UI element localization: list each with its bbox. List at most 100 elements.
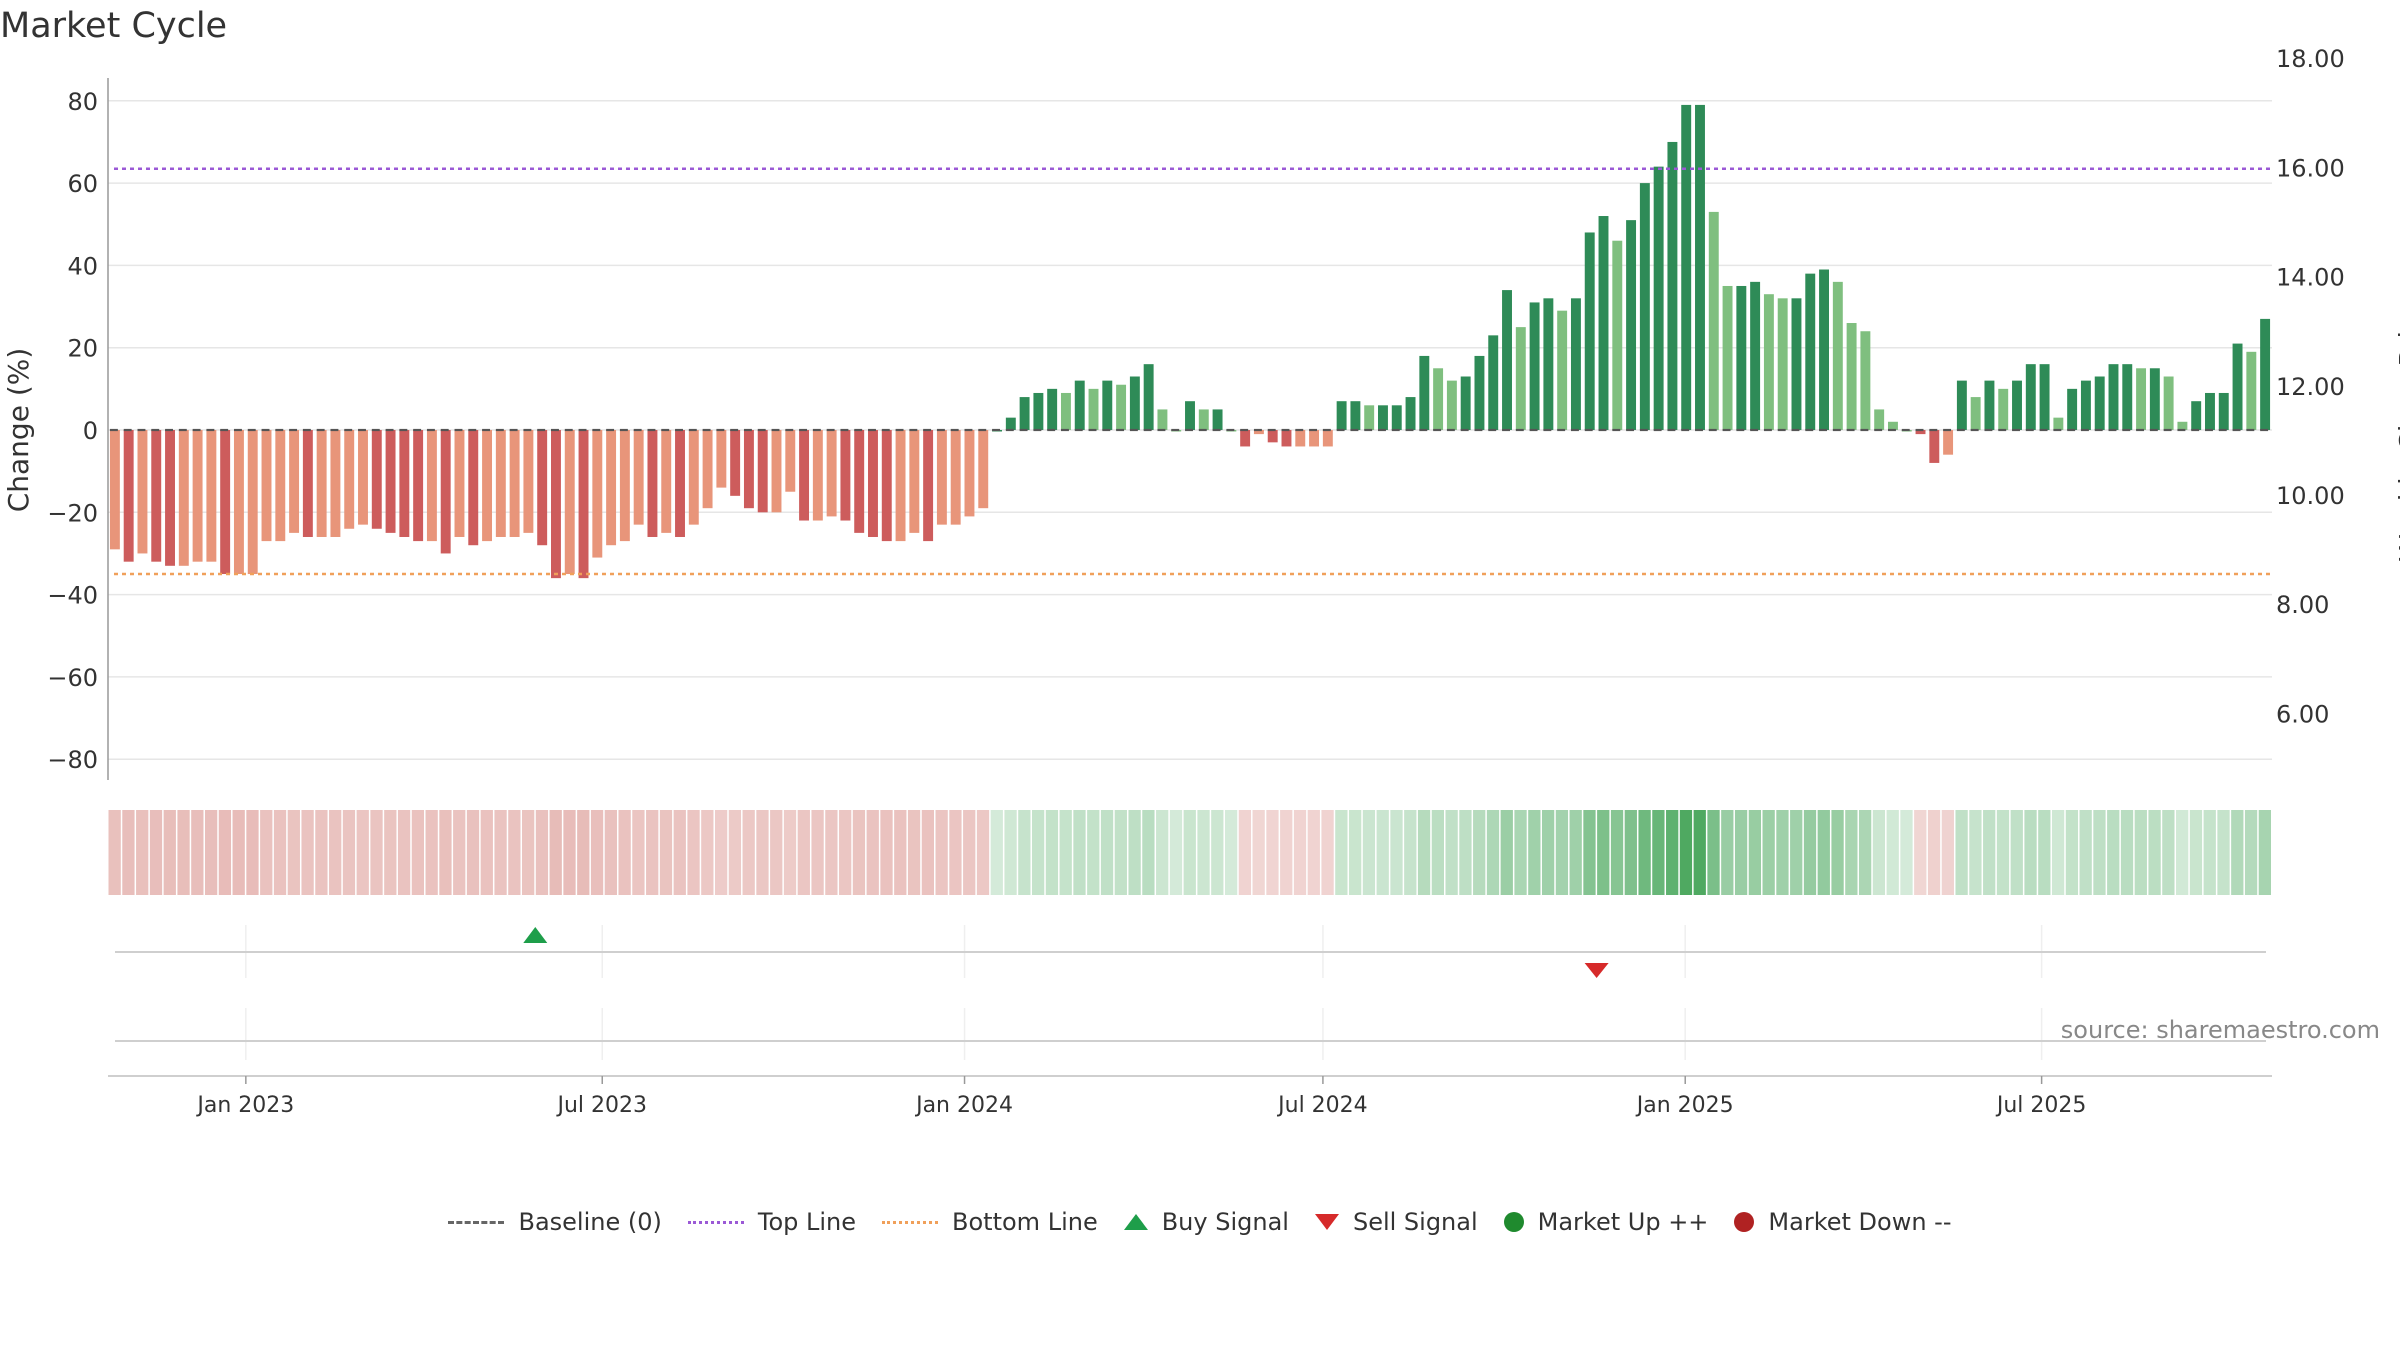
y-tick-label: 20 [67,335,98,363]
heat-cell [342,810,356,895]
heat-cell [439,810,452,895]
bar [1102,380,1113,430]
bar [2053,417,2064,430]
y-axis-label: Change (%) [2,348,35,513]
heat-cell [1831,810,1844,895]
bar [1240,430,1251,447]
heat-cell [1156,810,1169,895]
heat-cell [770,810,783,895]
bar [1819,269,1830,430]
bar [2122,364,2133,430]
bar [1281,430,1292,447]
bar [1116,384,1127,430]
heat-cell [1583,810,1596,895]
heat-cell [1459,810,1472,895]
bar [1419,355,1430,430]
heat-cell [494,810,507,895]
bar [1653,166,1664,430]
bar [688,430,699,525]
bar [1763,294,1774,430]
bar [454,430,465,537]
bar [1598,216,1609,430]
heat-cell [370,810,383,895]
x-tick-label: Jul 2025 [1995,1093,2087,1118]
y2-tick-label: 12.00 [2276,373,2345,401]
bar [1502,290,1512,430]
x-tick-label: Jan 2023 [195,1093,294,1118]
bar [509,430,520,537]
heat-cell [1555,810,1569,895]
y-tick-label: −80 [47,746,98,774]
heat-cell [852,810,866,895]
bar [1612,240,1623,430]
bar [2177,421,2188,430]
bar [1378,405,1388,430]
bar [1887,421,1898,430]
sell-signal-marker [1584,963,1609,978]
heat-cell [466,810,480,895]
bar [578,430,589,579]
heat-cell [1445,810,1458,895]
heat-cell [149,810,163,895]
bar [523,430,534,533]
bar [785,430,796,492]
heat-cell [2217,810,2230,895]
bar [1391,405,1402,430]
heat-cell [1941,810,1954,895]
bar [206,430,217,562]
heat-cell [921,810,935,895]
triangle-down-icon [1314,1214,1339,1230]
bar [1309,430,1320,447]
bar [358,430,368,525]
heat-cell [1059,810,1072,895]
source-label: source: sharemaestro.com [2060,1016,2380,1044]
bar [730,430,741,496]
bar [178,430,189,566]
heat-cell [1224,810,1238,895]
bar [1860,331,1871,430]
heat-cell [1886,810,1899,895]
bar [2246,351,2257,430]
heat-cell [273,810,287,895]
bar [1557,310,1568,430]
heat-cell [384,810,397,895]
bar [1033,392,1044,430]
heat-cell [1927,810,1941,895]
bar [1529,302,1540,430]
bar [1019,397,1030,430]
heat-cell [1404,810,1417,895]
heat-cell [701,810,714,895]
bar [1736,285,1747,430]
heat-cell [1528,810,1541,895]
bar [1791,298,1802,430]
heat-cell [1872,810,1886,895]
bar [2191,401,2202,430]
x-tick-label: Jan 2025 [1635,1093,1734,1118]
heat-cell [1417,810,1431,895]
heat-cell [1803,810,1817,895]
bar [647,430,658,537]
bar [1543,298,1554,430]
bar [1584,232,1595,430]
bar [702,430,713,509]
bar [1322,430,1333,447]
legend-down-label: Market Down -- [1768,1208,1952,1236]
heat-cell [425,810,438,895]
green-dot-icon [1503,1212,1524,1232]
heat-cell [260,810,273,895]
legend-sell-label: Sell Signal [1352,1208,1478,1236]
heat-cell [411,810,425,895]
heat-cell [2120,810,2134,895]
bar [440,430,451,554]
bar [137,430,148,554]
bar [192,430,203,562]
heat-cell [191,810,204,895]
bar [675,430,685,537]
bar [1915,430,1926,435]
heat-cell [1693,810,1706,895]
heat-cell [2051,810,2065,895]
y-tick-label: −20 [47,499,98,527]
bar [1639,183,1650,430]
heat-cell [508,810,521,895]
bar [1198,409,1209,430]
